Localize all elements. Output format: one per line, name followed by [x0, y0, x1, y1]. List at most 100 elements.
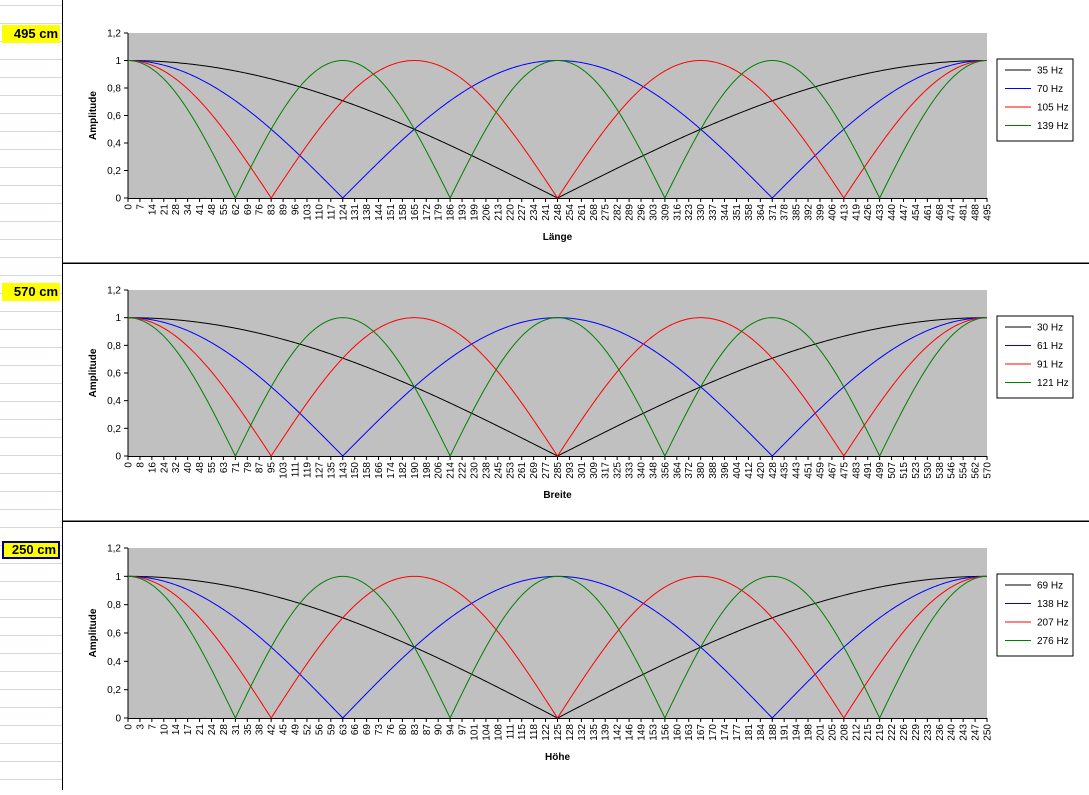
x-tick-label: 348	[648, 462, 659, 479]
x-tick-label: 163	[684, 724, 695, 741]
y-tick-label: 1,2	[107, 29, 121, 40]
x-tick-label: 111	[505, 724, 516, 740]
y-tick-label: 0,8	[107, 600, 121, 611]
x-tick-label: 404	[732, 462, 743, 479]
x-tick-label: 117	[326, 204, 337, 220]
x-tick-label: 388	[708, 462, 719, 479]
x-tick-label: 45	[279, 724, 290, 736]
chart-length[interactable]: 0 0,2 0,4 0,6 0,8 1 1,2 Amplitude 0 7 14 21 28 34 41 48…	[63, 0, 1089, 265]
width-cell[interactable]: 570 cm	[2, 283, 60, 301]
x-tick-label: 142	[613, 724, 624, 741]
x-tick-label: 385	[792, 204, 803, 221]
x-tick-label: 546	[947, 462, 958, 479]
x-tick-label: 139	[601, 724, 612, 741]
x-tick-label: 243	[959, 724, 970, 741]
x-tick-label: 71	[231, 462, 242, 474]
sheet-gridlines	[0, 0, 63, 790]
legend-entry: 30 Hz	[1037, 323, 1063, 334]
x-tick-label: 32	[171, 462, 182, 474]
x-tick-label: 371	[768, 204, 779, 221]
x-tick-label: 378	[780, 204, 791, 221]
x-tick-label: 158	[362, 462, 373, 479]
x-tick-label: 35	[243, 724, 254, 736]
x-tick-label: 90	[434, 724, 445, 736]
x-tick-label: 461	[923, 204, 934, 221]
x-tick-label: 166	[374, 462, 385, 479]
x-tick-label: 28	[171, 204, 182, 216]
y-axis-title: Amplitude	[88, 608, 99, 657]
chart-height[interactable]: 0 0,2 0,4 0,6 0,8 1 1,2 Amplitude 0 3 7 10 14 17 21 24 2…	[63, 522, 1089, 790]
x-tick-label: 96	[291, 204, 302, 216]
x-tick-label: 538	[935, 462, 946, 479]
x-tick-label: 49	[291, 724, 302, 736]
x-tick-label: 125	[553, 724, 564, 741]
x-tick-label: 440	[887, 204, 898, 221]
x-tick-label: 150	[350, 462, 361, 479]
x-tick-label: 380	[696, 462, 707, 479]
x-tick-label: 253	[505, 462, 516, 479]
x-tick-label: 87	[422, 724, 433, 736]
x-tick-label: 182	[398, 462, 409, 479]
x-tick-label: 38	[255, 724, 266, 736]
x-tick-label: 179	[434, 204, 445, 221]
x-tick-label: 227	[517, 204, 528, 221]
x-tick-label: 333	[625, 462, 636, 479]
x-tick-label: 131	[350, 204, 361, 221]
x-tick-label: 406	[827, 204, 838, 221]
x-tick-label: 59	[326, 724, 337, 736]
x-tick-label: 21	[195, 724, 206, 736]
x-tick-label: 413	[839, 204, 850, 221]
x-tick-label: 101	[469, 724, 480, 741]
x-tick-label: 40	[183, 462, 194, 474]
x-tick-label: 31	[231, 724, 242, 736]
x-tick-label: 76	[386, 724, 397, 736]
x-tick-label: 562	[971, 462, 982, 479]
x-tick-label: 87	[255, 462, 266, 474]
x-tick-label: 103	[279, 462, 290, 479]
legend-entry: 121 Hz	[1037, 378, 1069, 389]
x-axis-title: Höhe	[545, 752, 570, 763]
length-cell[interactable]: 495 cm	[2, 25, 60, 43]
x-tick-label: 205	[827, 724, 838, 741]
x-tick-label: 213	[493, 204, 504, 221]
x-tick-label: 198	[804, 724, 815, 741]
x-tick-label: 337	[708, 204, 719, 221]
x-tick-label: 233	[923, 724, 934, 741]
x-tick-label: 21	[159, 204, 170, 216]
y-axis-title: Amplitude	[88, 91, 99, 140]
x-tick-label: 177	[732, 724, 743, 741]
legend-entry: 61 Hz	[1037, 341, 1063, 352]
plot-area	[128, 290, 987, 456]
x-tick-label: 108	[493, 724, 504, 741]
x-tick-label: 80	[398, 724, 409, 736]
x-tick-label: 234	[529, 204, 540, 221]
x-tick-label: 250	[983, 724, 994, 741]
height-cell[interactable]: 250 cm	[2, 541, 60, 559]
x-tick-label: 238	[481, 462, 492, 479]
x-tick-label: 190	[410, 462, 421, 479]
x-tick-label: 507	[887, 462, 898, 479]
x-tick-label: 104	[481, 724, 492, 741]
x-tick-label: 188	[768, 724, 779, 741]
x-tick-label: 165	[410, 204, 421, 221]
x-tick-label: 428	[768, 462, 779, 479]
x-tick-label: 56	[314, 724, 325, 736]
x-tick-label: 468	[935, 204, 946, 221]
x-tick-label: 303	[648, 204, 659, 221]
y-tick-label: 1,2	[107, 544, 121, 555]
x-tick-label: 79	[243, 462, 254, 474]
series-line-3	[127, 317, 988, 457]
y-tick-label: 1	[115, 313, 121, 324]
chart-width[interactable]: 0 0,2 0,4 0,6 0,8 1 1,2 Amplitude 0 8 16 24 32 40 48 55…	[63, 264, 1089, 523]
x-tick-label: 364	[672, 462, 683, 479]
x-tick-label: 491	[863, 462, 874, 479]
x-tick-label: 309	[589, 462, 600, 479]
x-tick-label: 433	[875, 204, 886, 221]
x-tick-label: 193	[458, 204, 469, 221]
x-tick-label: 261	[577, 204, 588, 221]
legend-entry: 138 Hz	[1037, 599, 1069, 610]
x-tick-label: 14	[171, 724, 182, 736]
x-tick-label: 412	[744, 462, 755, 479]
